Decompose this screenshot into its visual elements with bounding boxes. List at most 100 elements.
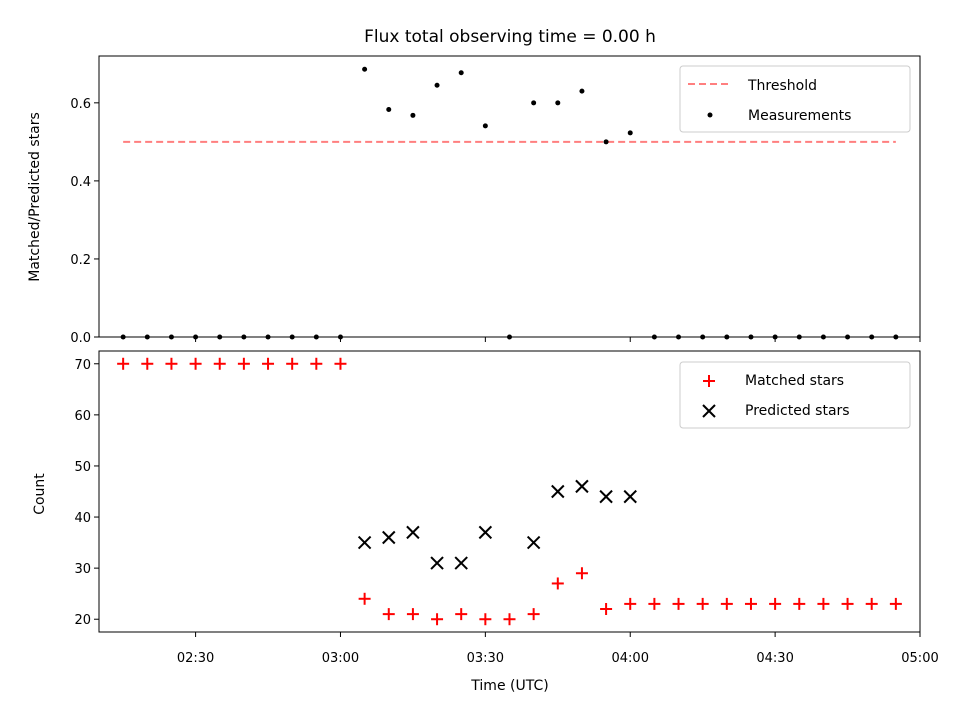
measurement-point [265, 334, 271, 340]
legend-measurements-swatch [707, 112, 713, 118]
measurement-point [120, 334, 126, 340]
matched-star-point [600, 603, 613, 616]
measurement-point [555, 100, 561, 106]
matched-star-point [648, 597, 661, 610]
count-points [117, 357, 902, 626]
predicted-star-point [382, 530, 396, 545]
predicted-star-marker-b [526, 535, 541, 550]
matched-star-point [696, 597, 709, 610]
predicted-star-point [478, 525, 493, 540]
predicted-star-marker-b [406, 525, 420, 540]
measurement-point [676, 334, 682, 340]
matched-star-point [213, 357, 226, 370]
matched-star-point [262, 357, 275, 370]
predicted-star-marker-b [357, 535, 372, 550]
predicted-star-point [406, 525, 420, 540]
predicted-star-point [526, 535, 541, 550]
bottom-y-axis: 20 30 40 50 60 70 [74, 358, 99, 628]
matched-star-point [817, 597, 830, 610]
bottom-legend: Matched stars Predicted stars [679, 361, 911, 429]
matched-star-point [310, 357, 323, 370]
top-legend-box [679, 65, 911, 133]
matched-star-point [141, 357, 154, 370]
bottom-x-tick-label: 03:30 [467, 651, 504, 666]
measurement-point [482, 123, 488, 129]
matched-star-point [865, 597, 878, 610]
measurement-point [434, 82, 440, 88]
bottom-y-tick-label: 70 [74, 358, 91, 373]
matched-star-point [479, 613, 492, 626]
predicted-star-point [575, 479, 589, 494]
predicted-star-marker-b [551, 484, 565, 499]
matched-star-point [503, 613, 516, 626]
measurement-point [458, 70, 464, 76]
matched-star-point [117, 357, 130, 370]
measurement-point [193, 334, 199, 340]
predicted-star-point [623, 489, 637, 504]
predicted-star-point [551, 484, 565, 499]
x-axis-label: Time (UTC) [470, 678, 548, 694]
measurement-point [579, 88, 585, 94]
predicted-star-marker-b [430, 556, 444, 570]
matched-star-point [527, 608, 540, 621]
predicted-star-marker-b [623, 489, 637, 504]
legend-matched-swatch [703, 375, 715, 387]
measurement-point [168, 334, 174, 340]
matched-star-point [793, 597, 806, 610]
measurement-points [120, 66, 899, 340]
matched-star-point [551, 577, 564, 590]
bottom-x-axis: 02:30 03:00 03:30 04:00 04:30 05:00 [177, 632, 939, 666]
matched-star-point [889, 597, 902, 610]
bottom-y-tick-label: 20 [74, 613, 91, 628]
predicted-star-marker-b [478, 525, 493, 540]
predicted-star-point [430, 556, 444, 570]
matched-star-point [841, 597, 854, 610]
bottom-y-tick-label: 40 [74, 511, 91, 526]
ratio-panel: Flux total observing time = 0.00 h 0.0 0.… [27, 27, 921, 346]
matched-star-point [237, 357, 250, 370]
top-y-tick-label: 0.6 [70, 97, 91, 112]
measurement-point [772, 334, 778, 340]
bottom-x-tick-label: 04:00 [612, 651, 649, 666]
top-y-tick-label: 0.2 [70, 253, 91, 268]
matched-star-point [455, 608, 468, 621]
matched-star-point [286, 357, 299, 370]
measurement-point [845, 334, 851, 340]
bottom-legend-box [679, 361, 911, 429]
top-y-axis-label: Matched/Predicted stars [27, 112, 43, 282]
bottom-y-tick-label: 60 [74, 409, 91, 424]
predicted-star-marker-b [599, 489, 613, 504]
predicted-star-point [599, 489, 613, 504]
matched-star-point [189, 357, 202, 370]
measurement-point [362, 66, 368, 72]
matched-star-point [382, 608, 395, 621]
top-y-axis: 0.0 0.2 0.4 0.6 [70, 97, 99, 346]
top-y-tick-label: 0.0 [70, 331, 91, 346]
measurement-point [724, 334, 730, 340]
measurement-point [241, 334, 247, 340]
measurement-point [217, 334, 223, 340]
legend-threshold-label: Threshold [747, 78, 817, 94]
measurement-point [893, 334, 899, 340]
legend-predicted-label: Predicted stars [745, 403, 850, 419]
matched-star-point [334, 357, 347, 370]
predicted-star-point [454, 556, 468, 570]
predicted-star-marker-b [382, 530, 396, 545]
bottom-y-tick-label: 50 [74, 460, 91, 475]
bottom-x-tick-label: 03:00 [322, 651, 359, 666]
measurement-point [748, 334, 754, 340]
measurement-point [796, 334, 802, 340]
measurement-point [410, 112, 416, 118]
bottom-plot-frame [98, 350, 921, 633]
measurement-point [603, 139, 609, 145]
matched-star-point [769, 597, 782, 610]
matched-star-point [672, 597, 685, 610]
measurement-point [337, 334, 343, 340]
chart-title: Flux total observing time = 0.00 h [364, 27, 656, 47]
bottom-y-axis-label: Count [32, 473, 48, 515]
matched-star-point [720, 597, 733, 610]
matched-star-point [624, 597, 637, 610]
top-legend: Threshold Measurements [679, 65, 911, 133]
measurement-point [507, 334, 512, 340]
